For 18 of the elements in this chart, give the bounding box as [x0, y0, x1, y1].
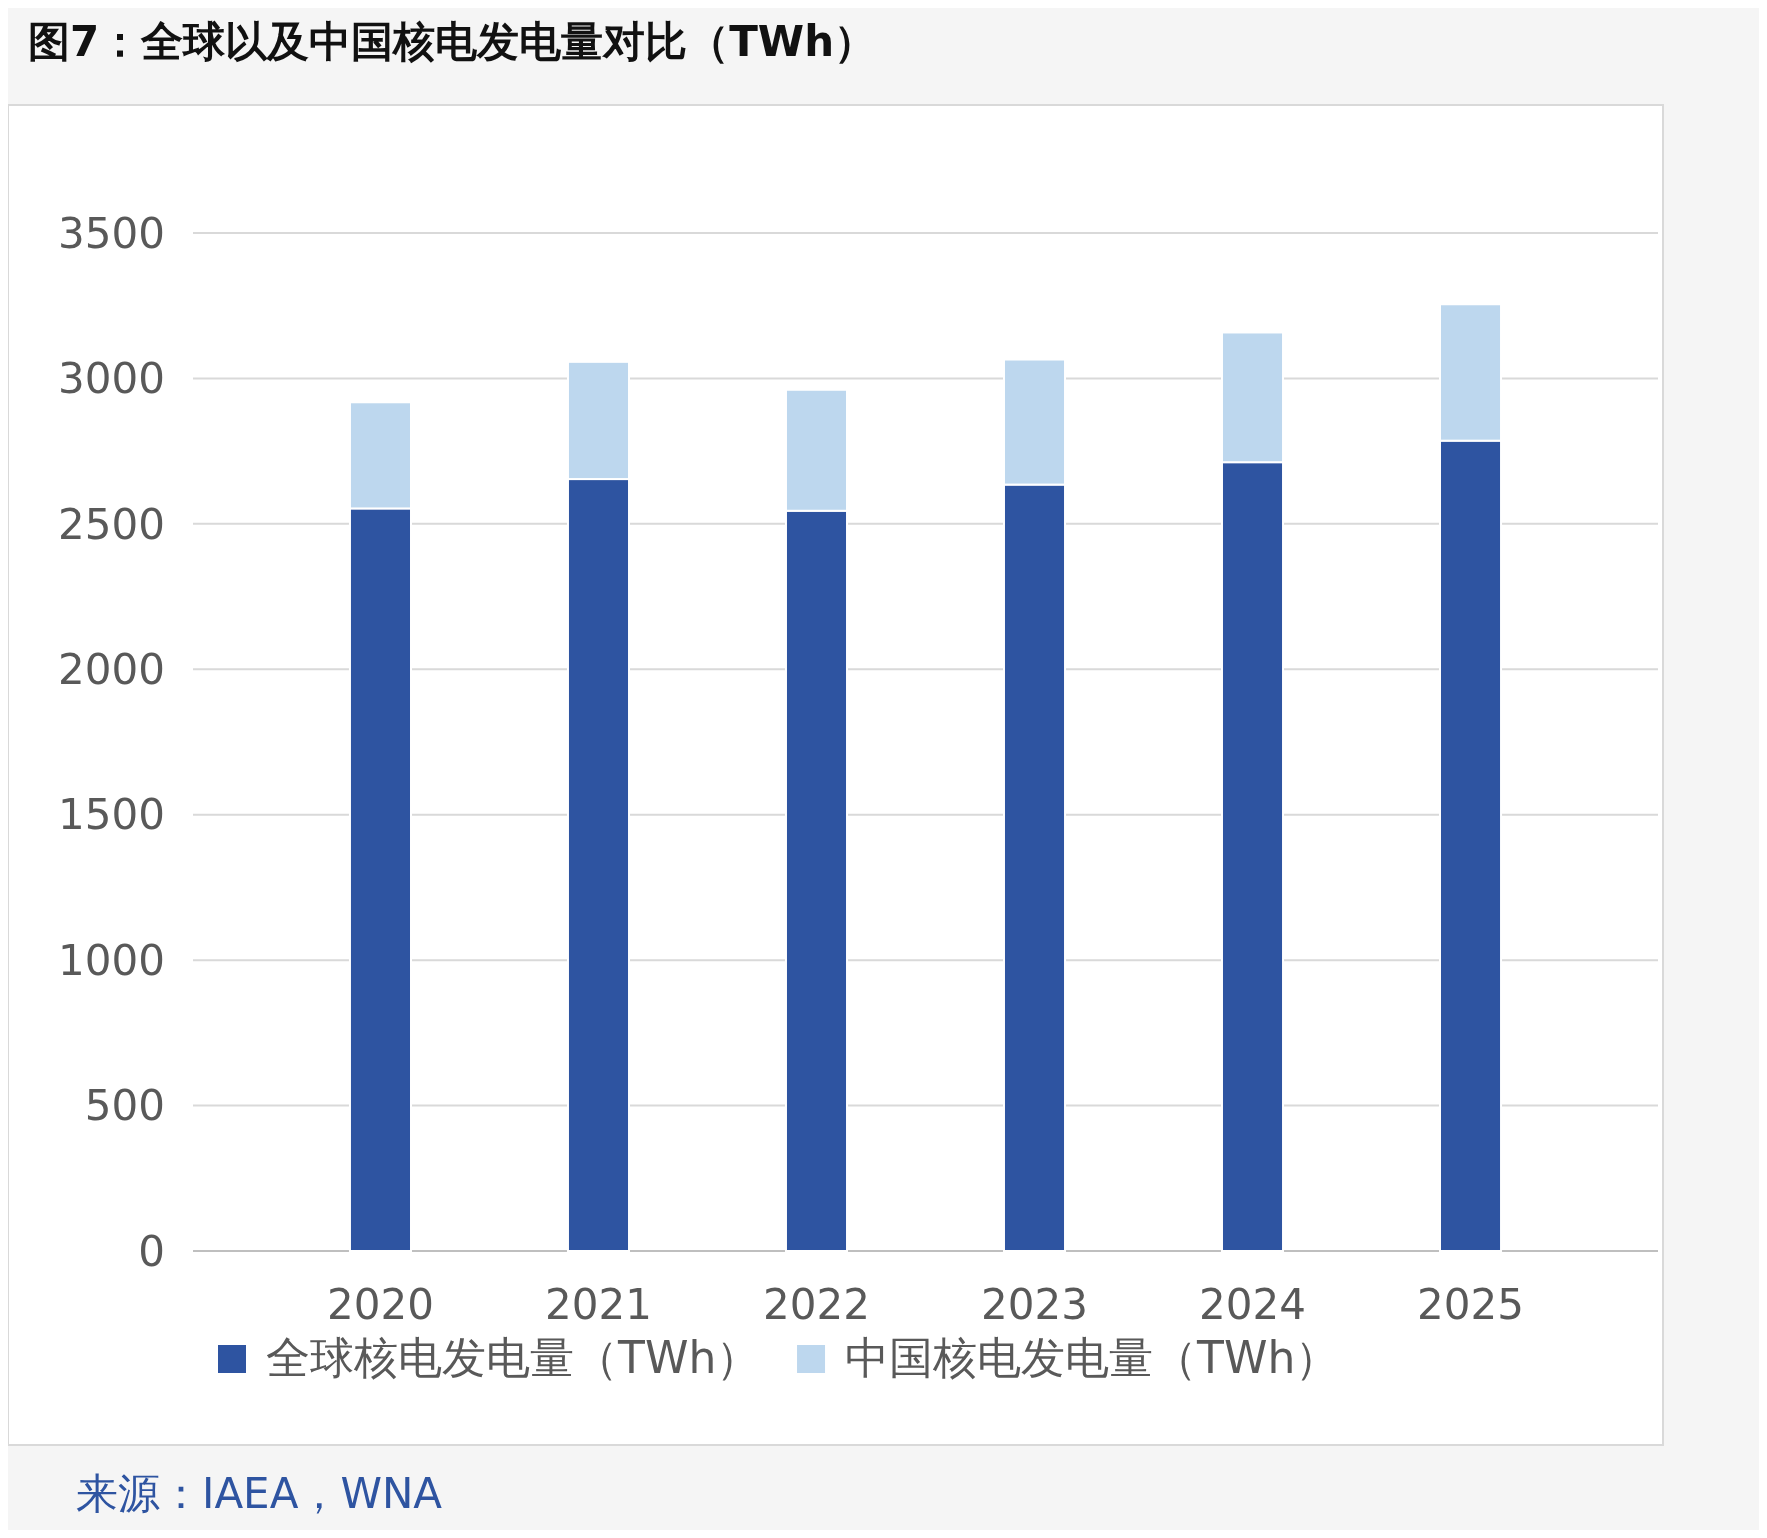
x-tick-label: 2024 [1199, 1280, 1306, 1329]
x-tick-label: 2025 [1417, 1280, 1524, 1329]
y-tick-label: 1000 [58, 935, 165, 985]
x-tick-label: 2021 [545, 1280, 652, 1329]
x-tick-label: 2023 [981, 1280, 1088, 1329]
y-tick-label: 2500 [58, 499, 165, 549]
y-tick-label: 2000 [58, 644, 165, 694]
chart-title: 图7：全球以及中国核电发电量对比（TWh） [28, 17, 877, 66]
x-tick-label: 2020 [327, 1280, 434, 1329]
x-tick-label: 2022 [763, 1280, 870, 1329]
legend-label: 中国核电发电量（TWh） [845, 1332, 1340, 1383]
y-tick-label: 3000 [58, 354, 165, 404]
y-tick-label: 0 [138, 1226, 165, 1276]
y-tick-label: 3500 [58, 208, 165, 258]
legend-label: 全球核电发电量（TWh） [266, 1332, 761, 1383]
y-tick-label: 1500 [58, 790, 165, 840]
source-note: 来源：IAEA，WNA [76, 1469, 443, 1518]
y-tick-label: 500 [84, 1081, 165, 1131]
